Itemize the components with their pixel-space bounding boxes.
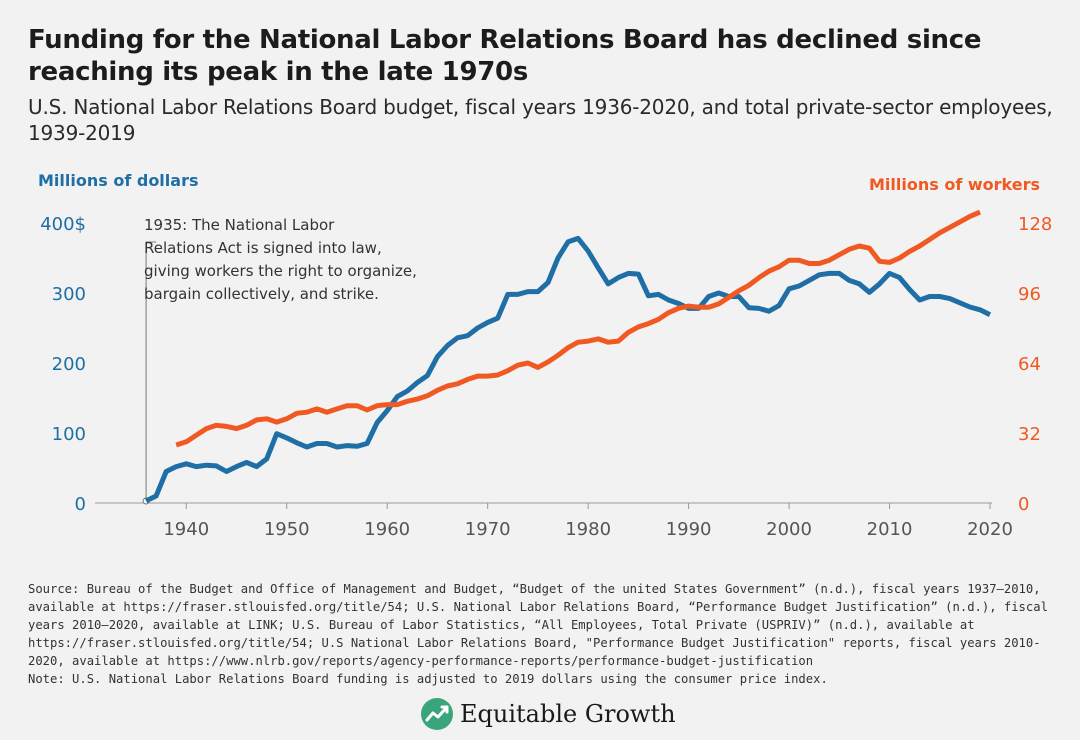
x-axis-ticks: 1940 1950 1960 1970 1980 1990 2000 2010 2020 (163, 503, 1013, 540)
left-tick-label: 300 (52, 284, 86, 305)
x-tick-label: 1980 (565, 519, 611, 540)
x-tick-label: 1960 (364, 519, 410, 540)
right-tick-label: 128 (1018, 214, 1052, 235)
logo-text: Equitable Growth (460, 700, 676, 728)
logo: Equitable Growth (420, 696, 676, 732)
annotation-text-line: bargain collectively, and strike. (144, 285, 379, 303)
annotation-text-line: 1935: The National Labor (144, 216, 335, 234)
series-lines (144, 209, 992, 504)
right-tick-label: 32 (1018, 424, 1041, 445)
left-tick-label: 200 (52, 354, 86, 375)
right-axis-ticks: 0 32 64 96 128 (1018, 214, 1052, 515)
growth-chart-leaf-icon (421, 698, 453, 730)
left-tick-label: 0 (75, 494, 86, 515)
annotation-leader-line (145, 241, 157, 503)
x-tick-label: 2010 (867, 519, 913, 540)
left-tick-label: 400$ (40, 214, 86, 235)
private-employees-line (175, 209, 981, 448)
x-tick-label: 1950 (264, 519, 310, 540)
left-axis-title: Millions of dollars (38, 171, 199, 190)
annotation-text-line: giving workers the right to organize, (144, 262, 417, 280)
left-tick-label: 100 (52, 424, 86, 445)
adjustment-note: Note: U.S. National Labor Relations Boar… (28, 672, 828, 686)
right-tick-label: 64 (1018, 354, 1041, 375)
annotation: 1935: The National Labor Relations Act is… (142, 216, 417, 505)
source-note: Source: Bureau of the Budget and Office … (28, 582, 1048, 668)
x-tick-label: 2000 (766, 519, 812, 540)
page-title: Funding for the National Labor Relations… (28, 25, 982, 87)
x-tick-label: 1940 (163, 519, 209, 540)
x-tick-label: 1990 (666, 519, 712, 540)
annotation-text-line: Relations Act is signed into law, (144, 239, 382, 257)
right-tick-label: 96 (1018, 284, 1041, 305)
left-axis-ticks: 0 100 200 300 400$ (40, 214, 86, 515)
x-tick-label: 1970 (465, 519, 511, 540)
x-tick-label: 2020 (967, 519, 1013, 540)
right-tick-label: 0 (1018, 494, 1029, 515)
right-axis-title: Millions of workers (869, 175, 1040, 194)
nlrb-budget-line (144, 235, 992, 504)
page-subtitle: U.S. National Labor Relations Board budg… (28, 95, 1053, 145)
